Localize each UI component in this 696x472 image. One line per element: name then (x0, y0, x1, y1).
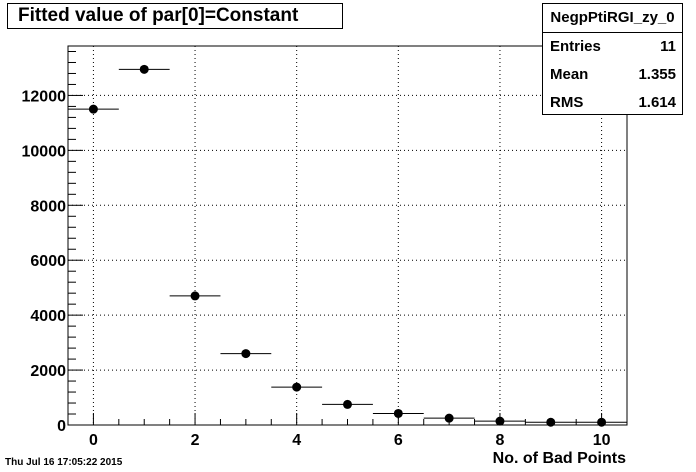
x-tick-label: 10 (593, 432, 611, 449)
x-tick-label: 0 (89, 432, 98, 449)
stats-value: 1.614 (638, 94, 676, 111)
data-point (190, 291, 200, 301)
chart-title: Fitted value of par[0]=Constant (7, 3, 343, 29)
data-point (139, 64, 149, 74)
x-tick-label: 8 (496, 432, 505, 449)
stats-box: NegpPtiRGI_zy_0 Entries 11 Mean 1.355 RM… (542, 3, 683, 115)
x-tick-label: 2 (191, 432, 200, 449)
data-point (292, 382, 302, 392)
y-tick-label: 10000 (22, 143, 67, 160)
stats-histogram-name: NegpPtiRGI_zy_0 (543, 4, 682, 33)
axes: 0 2 4 6 8 10 0 2000 4000 6000 8000 10000 12000 (22, 50, 628, 449)
data-point (241, 349, 251, 359)
y-tick-label: 8000 (30, 198, 66, 215)
stats-row-rms: RMS 1.614 (543, 89, 682, 117)
y-tick-label: 12000 (22, 88, 67, 105)
x-tick-label: 4 (292, 432, 301, 449)
x-axis-label: No. of Bad Points (492, 450, 626, 467)
y-tick-label: 6000 (30, 253, 66, 270)
stats-row-entries: Entries 11 (543, 33, 682, 61)
datestamp: Thu Jul 16 17:05:22 2015 (5, 457, 123, 468)
data-series (68, 64, 627, 427)
data-point (444, 413, 454, 423)
y-tick-label: 0 (57, 418, 66, 435)
stats-label: Mean (550, 66, 589, 83)
y-tick-label: 4000 (30, 308, 66, 325)
x-tick-label: 6 (394, 432, 403, 449)
data-point (88, 104, 98, 114)
y-tick-label: 2000 (30, 363, 66, 380)
data-point (597, 417, 607, 427)
stats-row-mean: Mean 1.355 (543, 61, 682, 89)
data-point (393, 408, 403, 418)
stats-value: 11 (660, 38, 676, 55)
data-point (546, 417, 556, 427)
stats-label: Entries (550, 38, 601, 55)
data-point (495, 416, 505, 426)
stats-label: RMS (550, 94, 584, 111)
data-point (343, 399, 352, 409)
stats-value: 1.355 (638, 66, 676, 83)
